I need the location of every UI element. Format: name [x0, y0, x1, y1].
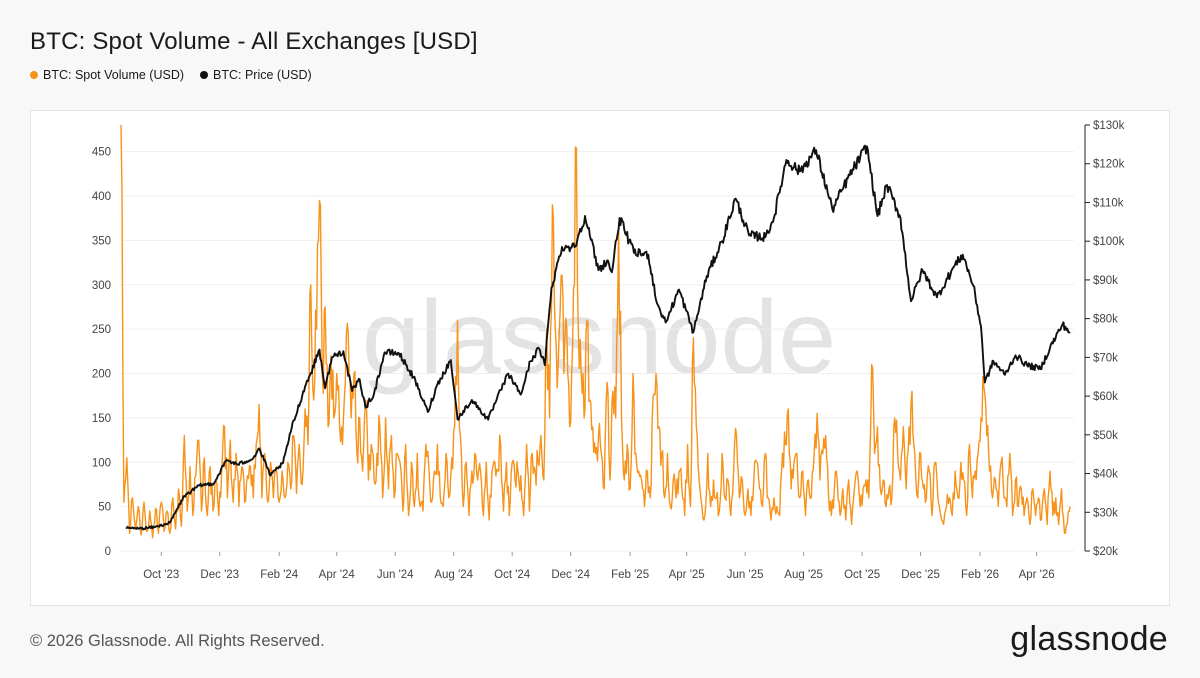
x-axis: Oct '23 Dec '23 Feb '24 Apr '24 Jun '24 Aug '… [143, 552, 1055, 581]
series-line-spot-volume [120, 124, 1071, 539]
x-tick-label: Feb '24 [260, 569, 299, 581]
chart-legend: BTC: Spot Volume (USD) BTC: Price (USD) [30, 68, 312, 82]
x-tick-label: Jun '24 [377, 569, 414, 581]
y-right-tick-label: $110k [1093, 197, 1124, 209]
chart-svg[interactable]: glassnode 0 50 100 150 200 250 300 350 400 450 $2… [31, 111, 1171, 607]
x-tick-label: Dec '24 [551, 569, 590, 581]
chart-title: BTC: Spot Volume - All Exchanges [USD] [30, 28, 478, 55]
y-right-tick-label: $70k [1093, 352, 1118, 364]
x-tick-label: Feb '25 [611, 569, 649, 581]
y-left-tick-label: 200 [92, 369, 111, 381]
y-left-tick-label: 100 [92, 457, 111, 469]
legend-label-volume: BTC: Spot Volume (USD) [43, 68, 185, 82]
x-tick-label: Feb '26 [961, 569, 999, 581]
y-right-tick-label: $60k [1093, 391, 1118, 403]
watermark: glassnode [362, 280, 836, 396]
chart-gridlines [121, 151, 1074, 552]
copyright-text: © 2026 Glassnode. All Rights Reserved. [30, 632, 325, 650]
y-right-tick-label: $120k [1093, 159, 1125, 171]
x-tick-label: Dec '25 [901, 569, 940, 581]
y-left-tick-label: 450 [92, 147, 111, 159]
legend-item-volume[interactable]: BTC: Spot Volume (USD) [30, 68, 184, 82]
y-left-tick-label: 400 [92, 191, 111, 203]
legend-dot-price-icon [200, 71, 209, 79]
x-tick-label: Aug '25 [784, 569, 823, 581]
y-right-tick-label: $40k [1093, 469, 1118, 481]
y-left-tick-label: 150 [92, 413, 111, 425]
x-tick-label: Oct '23 [143, 569, 179, 581]
left-axis: 0 50 100 150 200 250 300 350 400 450 [92, 147, 111, 558]
x-tick-label: Oct '25 [844, 569, 880, 581]
y-left-tick-label: 50 [98, 502, 111, 514]
x-tick-label: Jun '25 [727, 569, 764, 581]
x-tick-label: Dec '23 [200, 569, 239, 581]
series-layer [120, 124, 1071, 539]
legend-item-price[interactable]: BTC: Price (USD) [200, 68, 312, 82]
y-left-tick-label: 250 [92, 324, 111, 336]
y-right-tick-label: $50k [1093, 430, 1118, 442]
x-tick-label: Apr '24 [319, 569, 356, 581]
x-tick-label: Oct '24 [494, 569, 531, 581]
series-line-price [125, 144, 1071, 531]
glassnode-logo[interactable]: glassnode [1010, 620, 1168, 658]
x-tick-label: Apr '25 [669, 569, 705, 581]
x-tick-label: Aug '24 [434, 569, 473, 581]
chart-panel[interactable]: glassnode 0 50 100 150 200 250 300 350 400 450 $2… [30, 110, 1170, 606]
y-right-tick-label: $100k [1093, 236, 1125, 248]
y-left-tick-label: 350 [92, 235, 111, 247]
right-axis: $20k $30k $40k $50k $60k $70k $80k $90k $100k $11… [1084, 120, 1125, 558]
legend-label-price: BTC: Price (USD) [213, 68, 312, 82]
y-right-tick-label: $30k [1093, 507, 1118, 519]
legend-dot-volume-icon [30, 71, 38, 79]
y-right-tick-label: $130k [1093, 120, 1125, 132]
y-right-tick-label: $20k [1093, 546, 1118, 558]
y-left-tick-label: 0 [105, 546, 111, 558]
y-right-tick-label: $90k [1093, 275, 1118, 287]
x-tick-label: Apr '26 [1019, 569, 1055, 581]
y-right-tick-label: $80k [1093, 314, 1118, 326]
y-left-tick-label: 300 [92, 280, 111, 292]
